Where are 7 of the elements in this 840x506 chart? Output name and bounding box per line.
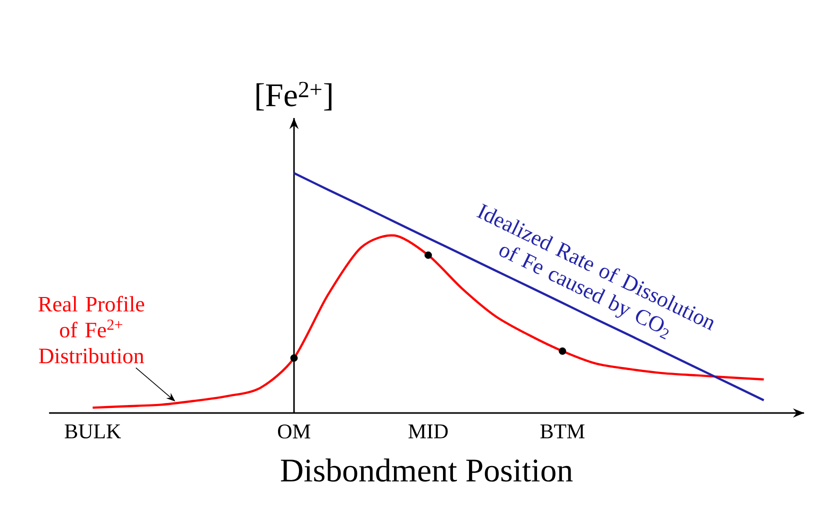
x-axis-title: Disbondment Position <box>280 458 573 482</box>
y-axis-title: [Fe$^{2+}$] <box>256 82 332 110</box>
x-tick-label: MID <box>408 424 448 438</box>
x-tick-label: BULK <box>64 424 121 438</box>
x-tick-label: OM <box>278 424 310 439</box>
series-label: Real Profile of Fe$^{2+}$ Distribution <box>38 296 144 364</box>
x-tick-label: BTM <box>540 424 585 438</box>
